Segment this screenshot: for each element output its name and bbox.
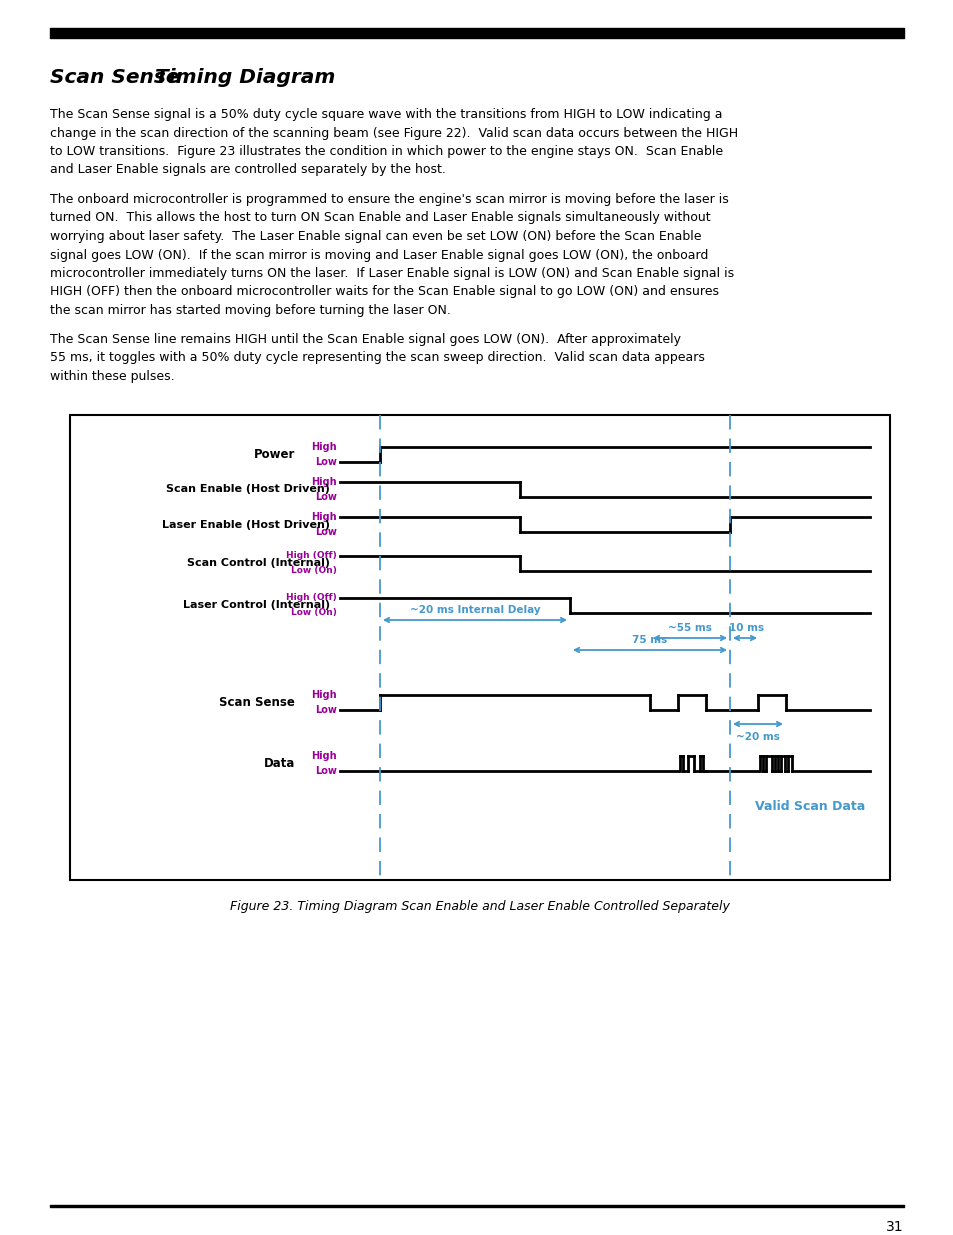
Text: Low (On): Low (On) bbox=[291, 567, 336, 576]
Text: Low: Low bbox=[314, 527, 336, 537]
Text: Power: Power bbox=[253, 448, 294, 461]
Text: ~20 ms Internal Delay: ~20 ms Internal Delay bbox=[409, 605, 539, 615]
Text: ~55 ms: ~55 ms bbox=[667, 622, 711, 634]
Text: Low: Low bbox=[314, 457, 336, 467]
Text: The Scan Sense line remains HIGH until the Scan Enable signal goes LOW (ON).  Af: The Scan Sense line remains HIGH until t… bbox=[50, 333, 704, 383]
Text: Low: Low bbox=[314, 705, 336, 715]
Text: The onboard microcontroller is programmed to ensure the engine's scan mirror is : The onboard microcontroller is programme… bbox=[50, 193, 734, 317]
Text: High (Off): High (Off) bbox=[286, 594, 336, 603]
Text: Laser Control (Internal): Laser Control (Internal) bbox=[183, 600, 330, 610]
Text: Laser Enable (Host Driven): Laser Enable (Host Driven) bbox=[162, 520, 330, 530]
Text: High: High bbox=[311, 477, 336, 487]
Text: High: High bbox=[311, 751, 336, 761]
Bar bbox=[70, 415, 889, 881]
Text: 31: 31 bbox=[885, 1220, 903, 1234]
Text: Timing Diagram: Timing Diagram bbox=[154, 68, 335, 86]
Text: ~20 ms: ~20 ms bbox=[736, 732, 780, 742]
Text: The Scan Sense signal is a 50% duty cycle square wave with the transitions from : The Scan Sense signal is a 50% duty cycl… bbox=[50, 107, 738, 177]
Text: Scan Control (Internal): Scan Control (Internal) bbox=[187, 558, 330, 568]
Text: Data: Data bbox=[263, 757, 294, 769]
Text: High (Off): High (Off) bbox=[286, 552, 336, 561]
Text: Scan Sense: Scan Sense bbox=[50, 68, 186, 86]
Text: High: High bbox=[311, 442, 336, 452]
Text: Low: Low bbox=[314, 766, 336, 776]
Text: Scan Enable (Host Driven): Scan Enable (Host Driven) bbox=[166, 484, 330, 494]
Text: Scan Sense: Scan Sense bbox=[219, 697, 294, 709]
Text: 75 ms: 75 ms bbox=[632, 635, 667, 645]
Text: Valid Scan Data: Valid Scan Data bbox=[754, 800, 864, 813]
Text: Low (On): Low (On) bbox=[291, 609, 336, 618]
Text: 10 ms: 10 ms bbox=[729, 622, 763, 634]
Text: High: High bbox=[311, 513, 336, 522]
Text: Low: Low bbox=[314, 492, 336, 501]
Text: High: High bbox=[311, 690, 336, 700]
Text: Figure 23. Timing Diagram Scan Enable and Laser Enable Controlled Separately: Figure 23. Timing Diagram Scan Enable an… bbox=[230, 900, 729, 913]
